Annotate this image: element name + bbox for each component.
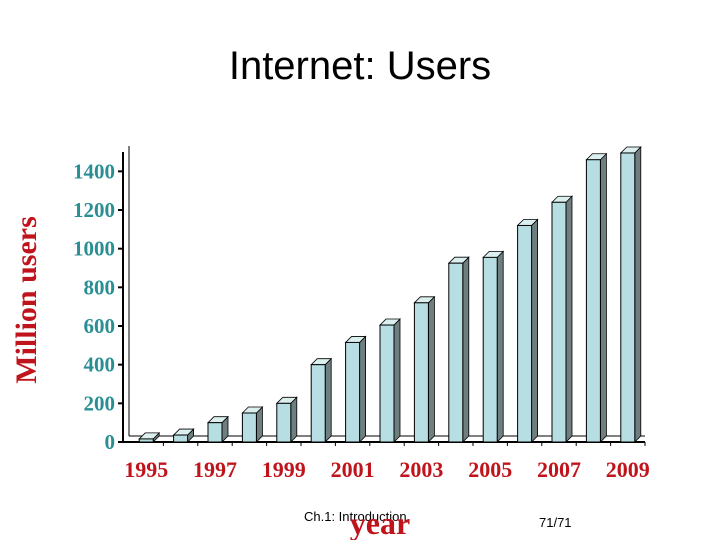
bar-2006 (516, 218, 539, 443)
y-tick-label: 1200 (73, 198, 115, 222)
bar-side (600, 152, 607, 443)
x-tick-label: 2005 (468, 457, 512, 482)
bar-2007 (551, 195, 573, 443)
footer-page-number: 71/71 (539, 515, 572, 530)
bar-2002 (379, 318, 401, 443)
bar-1995 (138, 431, 161, 443)
bar-side (427, 295, 435, 443)
y-tick-label: 1000 (73, 237, 115, 261)
bar-2000 (310, 357, 333, 443)
bar-2003 (413, 295, 436, 443)
x-tick-label: 1997 (193, 457, 237, 482)
x-tick-label: 2001 (331, 457, 375, 482)
x-tick-labels: 1995 1997 1999 2001 2003 2005 2007 2009 (124, 457, 650, 482)
bar-2005 (482, 250, 505, 443)
bar-front (173, 434, 189, 443)
bar-2009 (619, 146, 642, 443)
bar-front (517, 224, 533, 443)
bar-front (482, 256, 498, 443)
bar-side (290, 396, 298, 443)
bar-1997 (207, 415, 229, 443)
y-tick-label: 200 (84, 391, 116, 415)
bar-side (324, 357, 332, 443)
y-tick-label: 400 (84, 353, 116, 377)
bar-front (345, 341, 361, 443)
y-tick-label: 600 (84, 314, 116, 338)
y-tick-label: 0 (105, 430, 116, 454)
y-tick-label: 1400 (73, 159, 115, 183)
bar-2001 (344, 335, 367, 443)
x-tick-label: 2007 (537, 457, 581, 482)
bar-front (241, 412, 257, 443)
y-tick-label: 800 (84, 275, 116, 299)
bar-side (531, 218, 538, 443)
bar-front (551, 201, 567, 443)
x-tick-label: 2003 (399, 457, 443, 482)
bar-2004 (447, 256, 470, 443)
bar-side (462, 256, 470, 443)
bar-1996 (172, 428, 195, 443)
y-tick-labels: 0 200 400 600 800 1000 1200 1400 (73, 159, 115, 454)
bar-1998 (241, 406, 264, 443)
bar-front (276, 402, 292, 443)
x-tick-label: 1995 (124, 457, 168, 482)
bar-front (413, 302, 429, 443)
bar-front (585, 159, 601, 443)
bar-side (359, 335, 367, 443)
chart-bars (138, 146, 642, 443)
bar-1999 (275, 396, 298, 443)
bar-side (565, 195, 573, 443)
bar-front (379, 324, 395, 443)
x-tick-label: 1999 (262, 457, 306, 482)
bar-2008 (585, 152, 608, 443)
bar-front (448, 262, 464, 443)
y-axis-label: Million users (10, 216, 43, 384)
footer-chapter: Ch.1: Introduction (304, 509, 407, 524)
bar-side (496, 250, 504, 443)
bar-front (620, 152, 636, 443)
bar-side (634, 146, 642, 443)
bar-front (138, 438, 154, 443)
slide-title: Internet: Users (228, 44, 492, 88)
x-tick-label: 2009 (606, 457, 650, 482)
bar-front (207, 422, 223, 443)
bar-front (310, 364, 326, 443)
bar-side (393, 318, 401, 443)
